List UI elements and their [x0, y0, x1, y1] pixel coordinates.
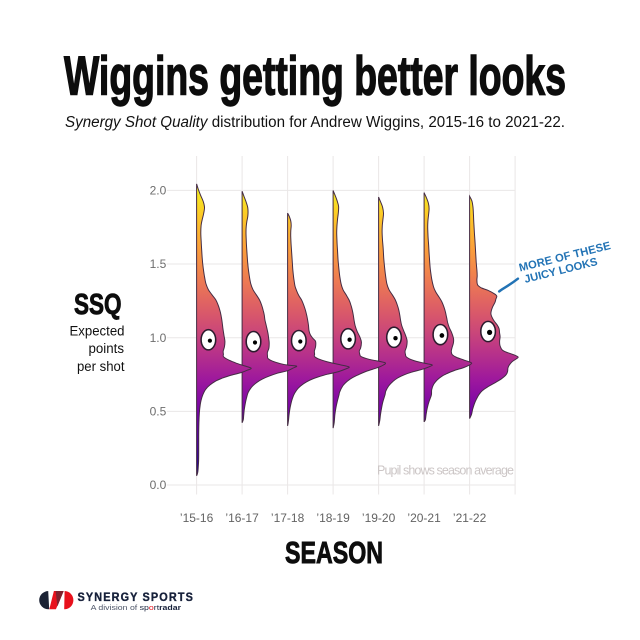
svg-text:points: points — [89, 341, 125, 356]
svg-text:’15-16: ’15-16 — [180, 511, 214, 525]
svg-text:’19-20: ’19-20 — [362, 511, 396, 525]
svg-text:0.0: 0.0 — [150, 478, 167, 492]
svg-text:’16-17: ’16-17 — [225, 511, 259, 525]
svg-text:1.5: 1.5 — [150, 257, 167, 271]
svg-text:SSQ: SSQ — [74, 289, 122, 321]
svg-text:Pupil shows season average: Pupil shows season average — [377, 464, 514, 478]
svg-text:A division of sportradar: A division of sportradar — [91, 603, 182, 612]
svg-text:Synergy Shot Quality distribut: Synergy Shot Quality distribution for An… — [65, 114, 565, 131]
svg-text:Expected: Expected — [70, 324, 125, 339]
svg-text:1.0: 1.0 — [150, 331, 167, 345]
svg-text:’18-19: ’18-19 — [316, 511, 350, 525]
svg-text:SEASON: SEASON — [285, 535, 383, 570]
svg-text:SYNERGY SPORTS: SYNERGY SPORTS — [78, 592, 195, 604]
svg-text:per shot: per shot — [77, 359, 125, 374]
svg-text:’20-21: ’20-21 — [407, 511, 441, 525]
svg-text:’21-22: ’21-22 — [453, 511, 487, 525]
svg-text:2.0: 2.0 — [150, 184, 167, 198]
svg-text:0.5: 0.5 — [150, 405, 167, 419]
svg-text:Wiggins getting better looks: Wiggins getting better looks — [64, 45, 566, 107]
svg-text:’17-18: ’17-18 — [271, 511, 305, 525]
